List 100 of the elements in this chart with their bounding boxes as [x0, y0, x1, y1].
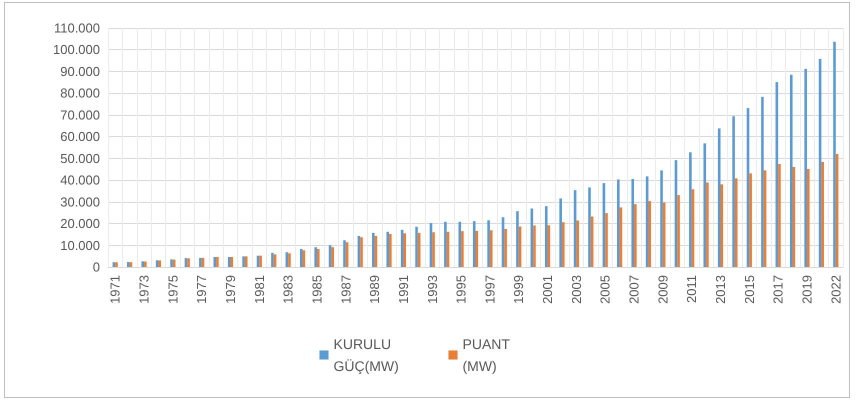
- bar: [187, 258, 190, 267]
- bar: [256, 256, 260, 267]
- bar: [646, 176, 648, 267]
- bar: [836, 154, 838, 267]
- bar: [314, 247, 317, 267]
- bar: [403, 233, 406, 267]
- bar: [444, 222, 447, 267]
- y-tick-label: 10.000: [60, 238, 100, 253]
- bar: [602, 183, 606, 267]
- x-tick-label: 2007: [626, 275, 642, 304]
- bar: [386, 232, 390, 267]
- x-tick-label: 1999: [511, 275, 526, 304]
- bar: [692, 189, 694, 267]
- bar: [821, 162, 824, 267]
- bar: [706, 182, 709, 267]
- bar: [228, 257, 230, 267]
- bar: [764, 170, 766, 267]
- x-tick-label: 2005: [598, 275, 613, 304]
- bar: [199, 258, 202, 267]
- x-tick-label: 1971: [108, 275, 123, 304]
- bar: [202, 258, 204, 267]
- bar: [776, 82, 778, 267]
- x-tick-label: 1997: [482, 275, 498, 304]
- x-tick-label: 2022: [828, 275, 844, 304]
- bar: [833, 42, 836, 267]
- bar: [358, 236, 360, 267]
- bar: [389, 234, 392, 267]
- bar: [502, 217, 504, 267]
- bar: [720, 184, 724, 267]
- bar: [778, 164, 781, 267]
- y-tick-label: 110.000: [54, 20, 100, 36]
- bar: [300, 248, 303, 267]
- x-tick-label: 1979: [223, 275, 238, 304]
- x-tick-label: 2019: [799, 275, 814, 304]
- bar: [761, 96, 764, 267]
- bar: [734, 178, 738, 267]
- legend-label: PUANT (MW): [462, 336, 514, 374]
- x-tick-label: 1985: [309, 275, 324, 304]
- x-tick-label: 2011: [684, 275, 700, 303]
- bar: [156, 260, 158, 267]
- bar: [732, 116, 735, 267]
- x-tick-label: 2001: [540, 275, 556, 304]
- x-tick-label: 1977: [194, 275, 210, 304]
- bar: [746, 108, 750, 267]
- bar: [302, 250, 306, 267]
- y-tick-label: 80.000: [60, 86, 100, 101]
- bar: [331, 247, 334, 267]
- y-tick-label: 0: [92, 260, 100, 274]
- y-tick-label: 90.000: [60, 64, 100, 79]
- x-tick-label: 2017: [770, 275, 786, 304]
- bar: [271, 252, 274, 267]
- bar: [286, 252, 288, 267]
- y-tick-label: 100.000: [53, 42, 100, 58]
- bar: [230, 257, 234, 267]
- bar: [518, 226, 522, 267]
- bar: [430, 223, 432, 267]
- bar: [487, 220, 490, 267]
- bar: [576, 220, 579, 267]
- bar: [548, 225, 550, 267]
- bar: [544, 206, 548, 267]
- bar: [790, 74, 793, 267]
- bar: [530, 208, 534, 267]
- bar: [141, 261, 144, 267]
- bar: [415, 226, 418, 267]
- bar: [562, 222, 565, 267]
- bar: [360, 237, 363, 267]
- bar: [631, 179, 634, 267]
- bar: [112, 262, 116, 267]
- y-tick-label: 60.000: [60, 129, 100, 144]
- bar: [213, 257, 216, 267]
- bar: [130, 262, 132, 267]
- x-tick-label: 2009: [655, 275, 670, 304]
- bar: [216, 257, 219, 267]
- x-tick-label: 1983: [280, 275, 296, 304]
- bar: [418, 232, 420, 267]
- bar: [184, 258, 188, 267]
- bar: [559, 198, 562, 267]
- x-tick-label: 2013: [713, 275, 728, 304]
- y-tick-label: 40.000: [60, 172, 100, 188]
- bar: [144, 262, 147, 267]
- bar: [372, 232, 375, 267]
- bar: [620, 207, 622, 267]
- x-tick-label: 1995: [454, 275, 469, 304]
- bar: [259, 256, 262, 267]
- bar: [328, 245, 332, 267]
- bar: [242, 256, 245, 267]
- x-tick-label: 1993: [424, 275, 440, 304]
- bar: [446, 232, 450, 267]
- bar: [461, 231, 464, 267]
- bar: [458, 222, 462, 267]
- bar: [516, 211, 519, 267]
- bar: [662, 202, 666, 267]
- bar: [605, 213, 608, 267]
- y-tick-label: 70.000: [60, 107, 100, 122]
- bar: [115, 262, 118, 267]
- x-tick-label: 1973: [136, 275, 152, 304]
- bar: [617, 179, 620, 267]
- bar: [818, 58, 822, 267]
- bar: [718, 128, 720, 267]
- bar: [374, 236, 378, 267]
